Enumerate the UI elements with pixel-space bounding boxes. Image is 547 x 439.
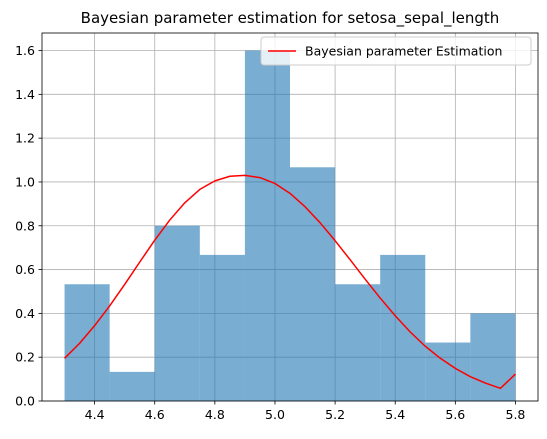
x-tick-label: 5.4 xyxy=(385,407,405,422)
x-tick-label: 5.2 xyxy=(325,407,345,422)
plot-frame xyxy=(41,32,539,402)
x-tick-label: 5.6 xyxy=(445,407,465,422)
legend: Bayesian parameter Estimation xyxy=(260,36,532,66)
y-tick-label: 0.6 xyxy=(15,262,35,277)
y-tick-label: 1.6 xyxy=(15,43,35,58)
histogram-bar xyxy=(290,167,336,401)
y-tick-label: 1.0 xyxy=(15,174,35,189)
histogram-bar xyxy=(470,313,516,401)
y-tick-label: 1.4 xyxy=(15,87,35,102)
y-tick-label: 0.0 xyxy=(15,394,35,409)
chart-title: Bayesian parameter estimation for setosa… xyxy=(81,9,500,28)
histogram-bar xyxy=(380,254,426,401)
x-tick-label: 4.4 xyxy=(85,407,105,422)
y-tick-label: 1.2 xyxy=(15,131,35,146)
histogram-bar xyxy=(109,371,155,401)
x-tick-label: 5.0 xyxy=(265,407,285,422)
y-tick-label: 0.2 xyxy=(15,350,35,365)
x-tick-label: 4.8 xyxy=(205,407,225,422)
estimation-line xyxy=(64,174,516,390)
y-tick-label: 0.4 xyxy=(15,306,35,321)
legend-box xyxy=(260,36,532,66)
legend-label: Bayesian parameter Estimation xyxy=(305,44,502,59)
estimation-line-layer xyxy=(64,174,516,390)
histogram-bar xyxy=(64,284,110,401)
histogram-bar xyxy=(154,225,200,401)
histogram-bar xyxy=(335,284,381,401)
histogram-bar xyxy=(199,254,245,401)
histogram-bars xyxy=(64,50,516,402)
x-tick-label: 4.6 xyxy=(145,407,165,422)
y-tick-label: 0.8 xyxy=(15,218,35,233)
x-tick-label: 5.8 xyxy=(506,407,526,422)
histogram-bar xyxy=(244,50,290,402)
axis-ticks: 4.4 4.6 4.8 5.0 5.2 5.4 5.6 5.8 0.0 0.2 0.4 0.6 0.8 1… xyxy=(15,43,525,422)
